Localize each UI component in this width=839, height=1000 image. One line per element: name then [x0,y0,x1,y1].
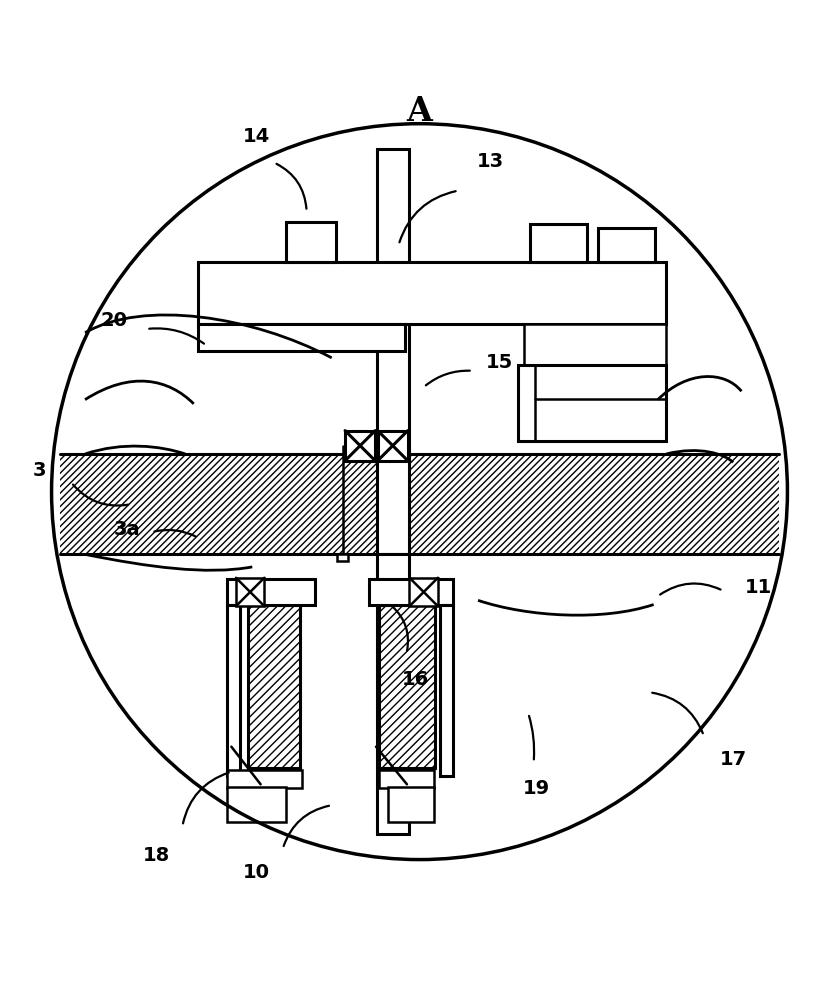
Bar [598,228,655,262]
Bar [377,454,409,554]
Bar [524,324,666,365]
Bar [378,431,408,461]
Bar [440,605,453,776]
Bar [227,605,240,776]
Text: 15: 15 [485,353,513,372]
Bar [227,579,315,605]
Text: 3: 3 [32,461,46,480]
Text: A: A [407,95,432,128]
Bar [379,605,435,768]
Bar [198,262,666,324]
Bar [377,554,409,834]
Bar [409,578,438,606]
Bar [236,578,264,606]
Bar [248,605,300,768]
Text: 3a: 3a [113,520,140,539]
Bar [379,770,434,788]
Text: 20: 20 [101,311,128,330]
Bar [369,579,453,605]
Text: 16: 16 [402,670,429,689]
Bar [198,324,405,351]
Text: 11: 11 [744,578,772,597]
Bar [227,787,286,822]
Bar [345,431,375,461]
Bar [286,222,336,262]
Bar [530,224,586,262]
Text: 19: 19 [523,779,550,798]
Bar [227,770,302,788]
Text: 13: 13 [477,152,504,171]
Bar [60,454,779,554]
Bar [388,787,434,822]
Text: 18: 18 [143,846,169,865]
Text: 10: 10 [243,863,270,882]
Text: 14: 14 [242,127,270,146]
Bar [336,554,347,561]
Bar [519,365,666,441]
Text: 17: 17 [720,750,747,769]
Bar [377,149,409,454]
